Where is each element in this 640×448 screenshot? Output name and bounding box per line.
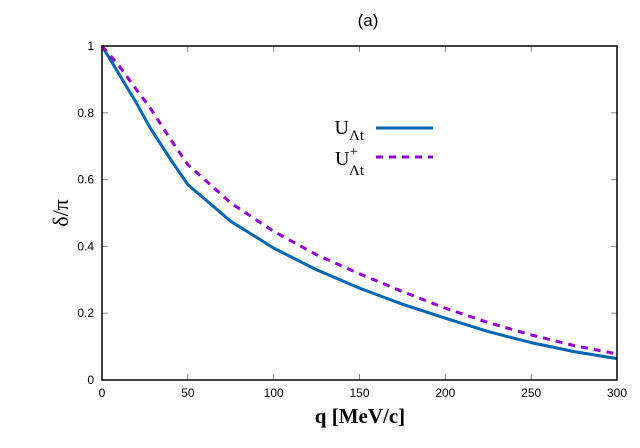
x-tick-label: 200	[435, 386, 455, 400]
series-line-1	[100, 45, 618, 356]
plot-frame	[101, 45, 618, 381]
x-tick-label: 0	[99, 386, 106, 400]
svg-text:U+Λt: U+ Λt	[335, 144, 365, 179]
x-tick-label: 50	[181, 386, 195, 400]
x-tick-label: 100	[264, 386, 284, 400]
x-tick-labels: 0 50 100 150 200 250 300	[99, 386, 628, 400]
axis-ticks	[101, 45, 618, 381]
x-axis-title: q [MeV/c]	[315, 404, 405, 428]
legend-entry-0: UΛt	[335, 117, 433, 144]
y-tick-label: 0.4	[77, 239, 94, 253]
y-tick-label: 0.6	[77, 173, 94, 187]
x-tick-label: 300	[607, 386, 627, 400]
legend-entry-1: U+ Λt	[335, 144, 433, 179]
y-axis-title: δ/π	[48, 199, 73, 227]
y-tick-label: 1	[87, 39, 94, 53]
x-tick-label: 150	[349, 386, 369, 400]
svg-text:UΛt: UΛt	[335, 117, 365, 144]
series-lines	[100, 45, 618, 361]
y-tick-labels: 0 0.2 0.4 0.6 0.8 1	[77, 39, 94, 387]
x-tick-label: 250	[521, 386, 541, 400]
legend: UΛt U+ Λt	[335, 117, 433, 179]
y-tick-label: 0	[87, 373, 94, 387]
y-tick-label: 0.8	[77, 106, 94, 120]
series-line-0	[100, 45, 618, 361]
y-tick-label: 0.2	[77, 306, 94, 320]
chart-title: (a)	[358, 11, 379, 30]
